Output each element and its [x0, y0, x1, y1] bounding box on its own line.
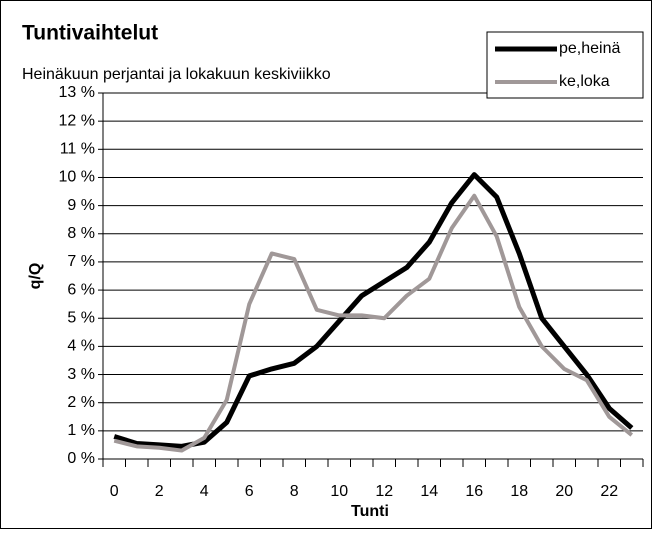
x-tick-label: 12 [375, 483, 393, 500]
line-series [113, 172, 634, 449]
y-tick-label: 8 % [67, 225, 95, 242]
line-series [113, 193, 634, 453]
x-tick-label: 0 [110, 483, 119, 500]
y-tick-label: 7 % [67, 253, 95, 270]
x-tick-label: 2 [155, 483, 164, 500]
x-tick-label: 16 [465, 483, 483, 500]
y-tick-label: 11 % [60, 141, 95, 158]
legend-label: pe,heinä [559, 40, 620, 57]
x-tick-label: 14 [420, 483, 438, 500]
y-tick-label: 9 % [67, 197, 95, 214]
legend-label: ke,loka [559, 73, 610, 90]
y-axis-label: q/Q [27, 263, 44, 290]
y-tick-label: 13 % [59, 84, 95, 101]
x-tick-label: 18 [510, 483, 528, 500]
chart-title: Tuntivaihtelut [22, 22, 158, 45]
y-tick-label: 1 % [67, 422, 95, 439]
y-tick-label: 5 % [67, 309, 95, 326]
y-tick-label: 10 % [59, 169, 95, 186]
y-tick-label: 6 % [67, 281, 95, 298]
x-tick-label: 10 [330, 483, 348, 500]
y-tick-label: 12 % [59, 112, 95, 129]
legend-box [486, 31, 644, 99]
y-tick-label: 2 % [67, 394, 95, 411]
x-tick-label: 4 [200, 483, 209, 500]
x-tick-label: 20 [555, 483, 573, 500]
x-tick-label: 8 [290, 483, 299, 500]
x-tick-label: 22 [600, 483, 618, 500]
y-tick-label: 0 % [67, 450, 95, 467]
x-axis-label: Tunti [351, 503, 389, 520]
y-tick-label: 4 % [67, 338, 95, 355]
x-tick-label: 6 [245, 483, 254, 500]
chart-subtitle: Heinäkuun perjantai ja lokakuun keskivii… [22, 66, 331, 83]
y-tick-label: 3 % [67, 366, 95, 383]
